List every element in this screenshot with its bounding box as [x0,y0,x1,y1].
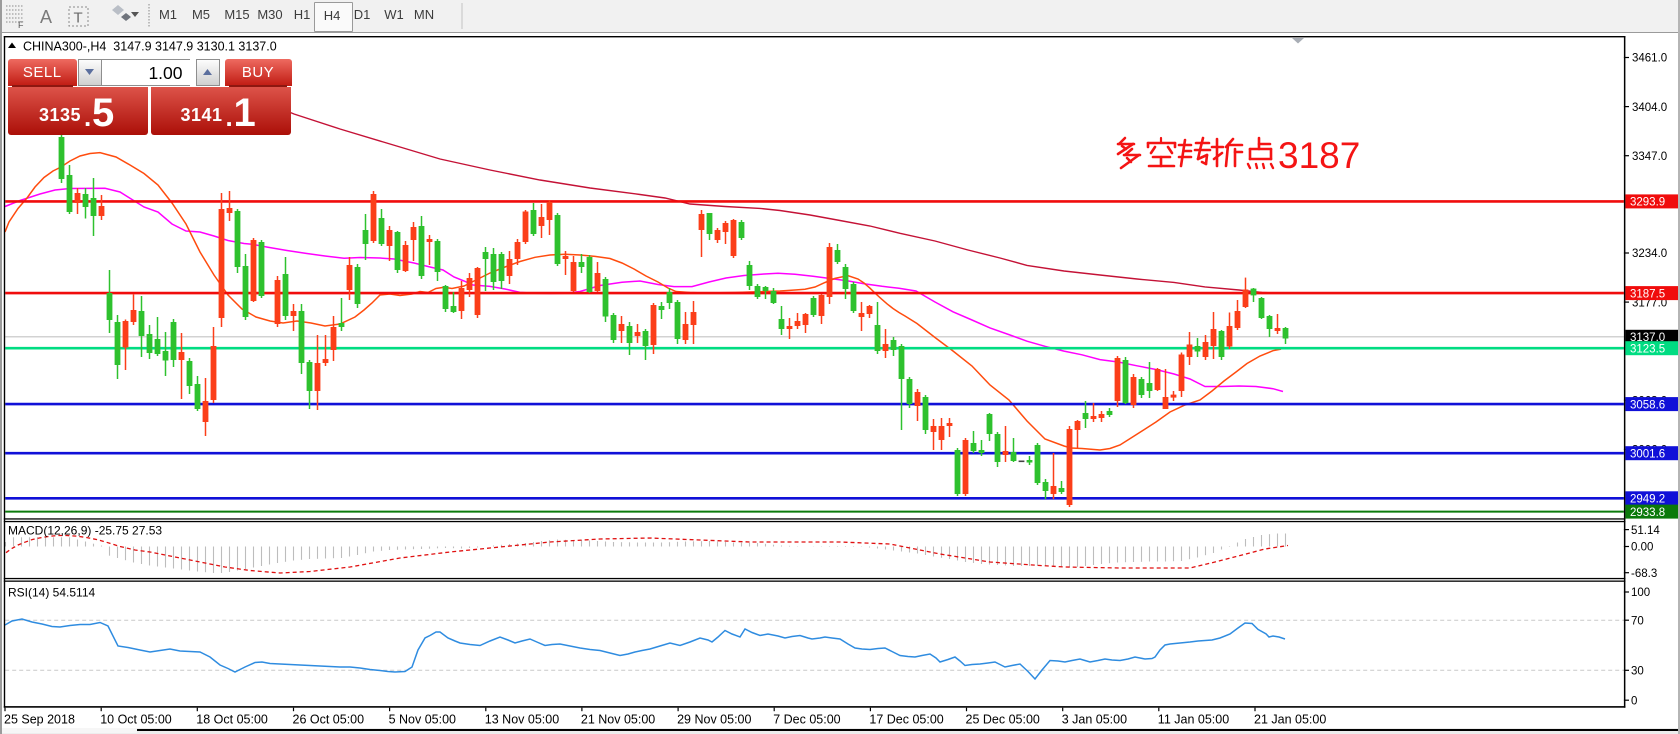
svg-text:T: T [74,10,83,27]
svg-text:3058.6: 3058.6 [1630,399,1665,411]
svg-text:21 Jan 05:00: 21 Jan 05:00 [1254,713,1326,727]
svg-text:RSI(14) 54.5114: RSI(14) 54.5114 [8,586,95,600]
svg-text:3001.6: 3001.6 [1630,448,1665,460]
svg-text:21 Nov 05:00: 21 Nov 05:00 [581,713,655,727]
svg-text:MACD(12,26,9) -25.75 27.53: MACD(12,26,9) -25.75 27.53 [8,524,162,538]
svg-text:18 Oct 05:00: 18 Oct 05:00 [196,713,268,727]
svg-text:3137.0: 3137.0 [1630,332,1665,344]
svg-text:3461.0: 3461.0 [1632,53,1667,65]
svg-text:10 Oct 05:00: 10 Oct 05:00 [100,713,172,727]
svg-text:3293.9: 3293.9 [1630,197,1665,209]
svg-text:3187.5: 3187.5 [1630,288,1665,300]
svg-text:13 Nov 05:00: 13 Nov 05:00 [485,713,559,727]
svg-text:30: 30 [1631,666,1644,678]
svg-text:3347.0: 3347.0 [1632,151,1667,163]
svg-text:3187: 3187 [1278,135,1360,176]
svg-text:A: A [40,7,52,27]
svg-text:-68.3: -68.3 [1631,568,1657,580]
svg-text:25 Dec 05:00: 25 Dec 05:00 [966,713,1040,727]
svg-text:CHINA300-,H4 3147.9 3147.9 31: CHINA300-,H4 3147.9 3147.9 3130.1 3137.0 [23,40,277,54]
svg-text:17 Dec 05:00: 17 Dec 05:00 [869,713,943,727]
svg-text:0.00: 0.00 [1631,542,1653,554]
svg-text:F: F [18,20,24,30]
svg-text:100: 100 [1631,587,1650,599]
svg-text:3177.0: 3177.0 [1632,297,1667,309]
svg-text:5 Nov 05:00: 5 Nov 05:00 [389,713,456,727]
svg-text:3234.0: 3234.0 [1632,248,1667,260]
svg-text:70: 70 [1631,615,1644,627]
svg-text:2933.8: 2933.8 [1630,507,1665,519]
svg-text:51.14: 51.14 [1631,525,1660,537]
svg-text:25 Sep 2018: 25 Sep 2018 [4,713,75,727]
svg-text:0: 0 [1631,695,1637,707]
svg-text:7 Dec 05:00: 7 Dec 05:00 [773,713,840,727]
svg-text:2949.2: 2949.2 [1630,494,1665,506]
svg-text:3404.0: 3404.0 [1632,102,1667,114]
svg-text:3 Jan 05:00: 3 Jan 05:00 [1062,713,1127,727]
svg-text:11 Jan 05:00: 11 Jan 05:00 [1158,713,1229,727]
svg-text:26 Oct 05:00: 26 Oct 05:00 [293,713,365,727]
svg-text:29 Nov 05:00: 29 Nov 05:00 [677,713,751,727]
svg-text:3123.5: 3123.5 [1630,343,1665,355]
